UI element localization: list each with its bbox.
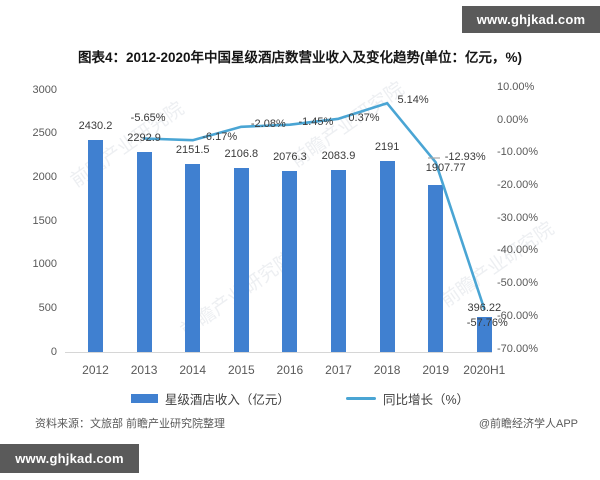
bar-series-swatch	[130, 394, 158, 403]
background-watermark: 前瞻产业研究院	[437, 218, 559, 312]
line-point-label: 5.14%	[397, 93, 429, 106]
line-point-label: -57.76%	[466, 317, 508, 330]
x-axis-label: 2012	[82, 363, 109, 377]
bar-value-label: 2430.2	[78, 119, 113, 132]
legend-label-growth: 同比增长（%）	[382, 393, 470, 407]
bar-value-label: 396.22	[467, 302, 502, 314]
y-axis-right-tick: -70.00%	[497, 342, 538, 355]
y-axis-right-tick: -20.00%	[497, 178, 538, 191]
bar-2018	[379, 160, 395, 352]
x-axis-label: 2016	[276, 363, 304, 377]
y-axis-right-tick: 10.00%	[497, 80, 535, 93]
y-axis-left-tick: 500	[38, 301, 57, 314]
x-axis-label: 2013	[130, 363, 158, 377]
y-axis-right-tick: -60.00%	[497, 309, 538, 322]
y-axis-right-tick: -40.00%	[497, 244, 538, 257]
bar-value-label: 2083.9	[321, 150, 356, 162]
x-axis-label: 2018	[373, 363, 401, 377]
y-axis-right-tick: -10.00%	[497, 146, 538, 159]
watermark-url-top: www.ghjkad.com	[462, 6, 600, 33]
line-point-label: -12.93%	[444, 151, 486, 164]
bar-value-label: 2151.5	[175, 144, 210, 157]
y-axis-right-tick: -30.00%	[497, 211, 538, 224]
y-axis-right-tick: 0.00%	[497, 113, 529, 126]
x-axis-label: 2019	[422, 363, 450, 377]
chart-title: 图表4：2012-2020年中国星级酒店数营业收入及变化趋势(单位：亿元，%)	[77, 50, 523, 65]
watermark-url-bottom: www.ghjkad.com	[0, 444, 139, 473]
bar-2013	[136, 151, 152, 352]
y-axis-right-tick: -50.00%	[497, 277, 538, 290]
y-axis-left-tick: 1500	[32, 214, 57, 227]
line-series-swatch	[345, 397, 376, 400]
line-point-label: 0.37%	[348, 111, 380, 124]
y-axis-left-tick: 2500	[32, 127, 57, 140]
legend: 星级酒店收入（亿元） 同比增长（%）	[0, 389, 600, 408]
bar-2012	[88, 139, 103, 352]
y-axis-left-tick: 2000	[32, 170, 57, 183]
x-axis-line	[65, 352, 492, 353]
legend-item-revenue: 星级酒店收入（亿元）	[130, 389, 290, 408]
line-point-label: -2.08%	[250, 118, 286, 130]
line-point-label: -5.65%	[130, 111, 166, 124]
x-axis-label: 2015	[227, 363, 255, 377]
legend-item-growth: 同比增长（%）	[345, 389, 470, 408]
line-point-label: -1.45%	[298, 116, 334, 129]
credit-note: @前瞻经济学人APP	[478, 418, 578, 430]
bar-2019	[428, 185, 444, 352]
bar-value-label: 2292.9	[127, 131, 161, 144]
bar-value-label: 2106.8	[224, 148, 259, 160]
x-axis-label: 2017	[325, 363, 352, 377]
bar-2014	[185, 164, 201, 352]
bar-value-label: 2076.3	[273, 150, 307, 163]
legend-label-revenue: 星级酒店收入（亿元）	[164, 393, 290, 407]
bar-2016	[282, 170, 298, 352]
x-axis-label: 2020H1	[463, 363, 506, 377]
y-axis-left-tick: 0	[50, 345, 57, 358]
bar-2015	[233, 168, 249, 352]
line-point-label: -6.17%	[202, 130, 238, 143]
y-axis-left-tick: 3000	[32, 83, 57, 96]
bar-2017	[331, 170, 346, 352]
bar-value-label: 1907.77	[425, 162, 466, 174]
y-axis-left-tick: 1000	[32, 258, 57, 271]
bar-2020H1	[476, 317, 492, 352]
bar-value-label: 2191	[374, 140, 400, 153]
x-axis-label: 2014	[179, 363, 207, 377]
source-note: 资料来源：文旅部 前瞻产业研究院整理	[35, 418, 226, 430]
